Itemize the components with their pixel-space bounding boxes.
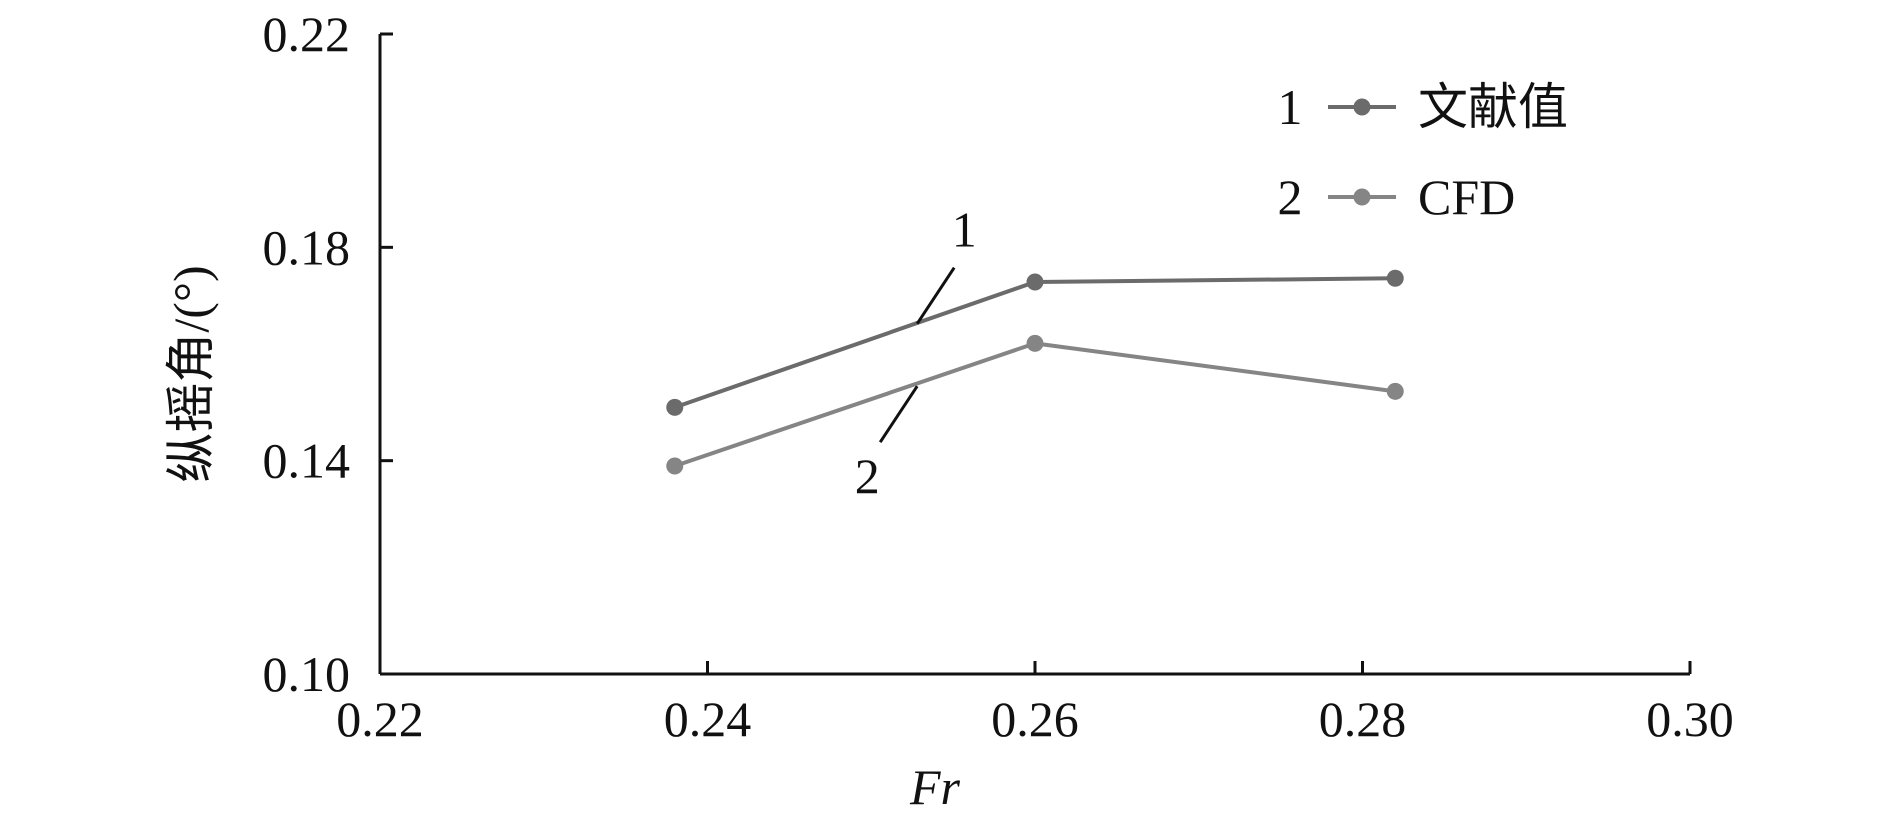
series-line-2	[674, 341, 1396, 468]
legend: 1 文献值 2 CFD	[1278, 79, 1569, 225]
x-tick-label: 0.30	[1646, 691, 1734, 747]
x-tick-label: 0.22	[336, 691, 424, 747]
legend-marker	[1353, 188, 1371, 206]
leader-line-series-2	[878, 385, 919, 443]
data-point-series-1	[666, 398, 684, 416]
series-annotations: 12	[855, 202, 977, 504]
y-tick-label: 0.22	[263, 6, 351, 62]
x-axis-title: Fr	[909, 759, 961, 815]
series-layer	[666, 269, 1404, 475]
series-id-label: 1	[952, 202, 977, 258]
x-tick-label: 0.26	[991, 691, 1079, 747]
axes: 0.22 0.24 0.26 0.28 0.30 0.10 0.14 0.18 0.22 Fr 纵摇…	[163, 6, 1734, 815]
data-point-series-2	[1026, 334, 1044, 352]
series-id-label: 2	[855, 448, 880, 504]
data-point-series-2	[1386, 382, 1404, 400]
data-point-series-1	[1386, 269, 1404, 287]
x-tick-label: 0.24	[664, 691, 752, 747]
data-point-series-1	[1026, 273, 1044, 291]
y-axis-title: 纵摇角/(°)	[163, 265, 219, 482]
legend-label: 文献值	[1418, 79, 1568, 135]
legend-id: 1	[1278, 79, 1303, 135]
y-tick-label: 0.10	[263, 646, 351, 702]
legend-marker	[1353, 98, 1371, 116]
leader-line-series-1	[915, 266, 956, 325]
x-tick-label: 0.28	[1319, 691, 1407, 747]
y-tick-label: 0.18	[263, 219, 351, 275]
legend-id: 2	[1278, 169, 1303, 225]
data-point-series-2	[666, 457, 684, 475]
legend-label: CFD	[1418, 169, 1515, 225]
y-tick-label: 0.14	[263, 433, 351, 489]
